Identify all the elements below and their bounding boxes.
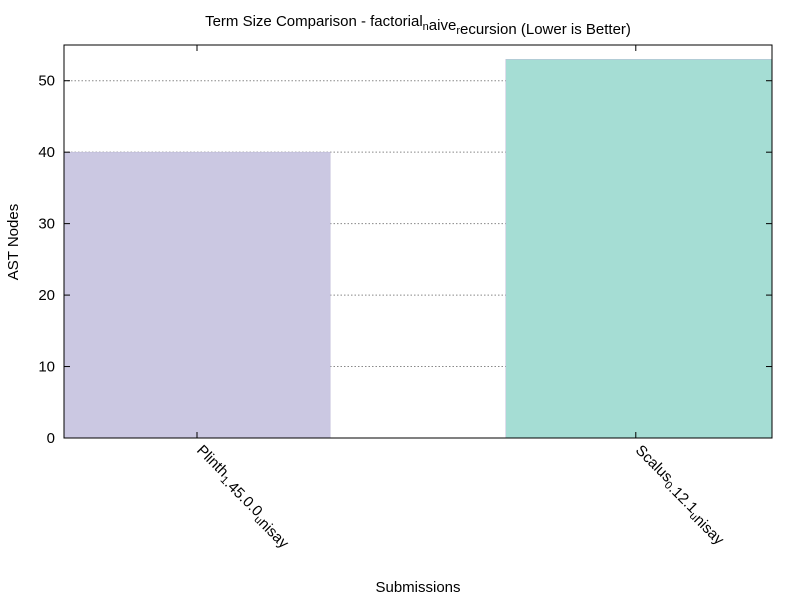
y-tick-label: 10 [38, 359, 55, 376]
y-tick-label: 30 [38, 216, 55, 233]
bars [63, 59, 773, 439]
plot-frame [63, 44, 773, 439]
bar [505, 59, 773, 439]
bar [63, 151, 331, 439]
y-axis-label: AST Nodes [5, 204, 22, 280]
grid-lines [64, 80, 772, 368]
chart-title: Term Size Comparison - factorialnaiverec… [205, 13, 631, 38]
y-tick-label: 40 [38, 144, 55, 161]
x-tick-label: Scalus0.12.1unisay [626, 442, 733, 549]
x-tick-label: Plinth1.45.0.0unisay [188, 442, 298, 552]
y-tick-label: 0 [47, 430, 55, 447]
y-ticks: 0 10 20 30 40 50 [38, 73, 772, 447]
y-tick-label: 20 [38, 287, 55, 304]
x-axis-label: Submissions [375, 579, 460, 596]
y-tick-label: 50 [38, 73, 55, 90]
